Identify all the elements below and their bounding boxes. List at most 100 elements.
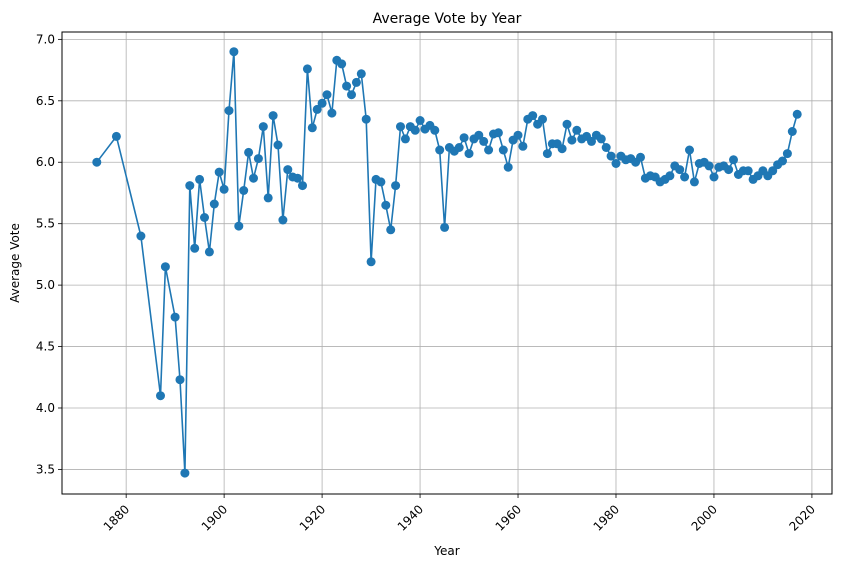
y-tick-label: 5.0: [36, 278, 55, 292]
data-point: [410, 125, 420, 135]
data-point: [792, 109, 802, 119]
data-point: [200, 213, 209, 222]
data-point: [493, 128, 503, 138]
data-point: [665, 171, 675, 181]
data-point: [689, 177, 699, 187]
data-point: [611, 159, 621, 168]
data-point: [317, 98, 327, 108]
data-point: [528, 111, 538, 121]
data-point: [484, 145, 494, 155]
data-point: [743, 166, 753, 176]
data-point: [175, 375, 185, 385]
series-line-group: [96, 51, 798, 474]
data-point: [680, 172, 690, 182]
data-point: [768, 166, 778, 176]
data-point: [160, 262, 170, 272]
data-point: [268, 111, 278, 121]
data-point: [542, 149, 552, 159]
grid: [62, 32, 832, 494]
data-point: [391, 181, 401, 191]
data-point: [244, 147, 254, 157]
x-tick-label: 2020: [787, 502, 818, 533]
x-axis-label: Year: [433, 544, 459, 558]
data-point: [327, 108, 337, 118]
data-point: [704, 161, 714, 171]
data-point: [263, 193, 273, 203]
data-point: [185, 181, 195, 191]
data-point: [361, 114, 371, 124]
data-point: [606, 151, 616, 161]
x-tick-label: 1980: [591, 502, 622, 533]
data-point: [778, 156, 787, 166]
y-axis: 3.5 4.0 4.5 5.0 5.5 6.0 6.5 7.0: [36, 32, 62, 476]
y-tick-label: 5.5: [36, 217, 55, 231]
data-point: [459, 133, 469, 143]
data-point: [156, 391, 165, 401]
data-point: [596, 134, 606, 144]
data-point: [356, 69, 366, 79]
data-point: [572, 125, 582, 135]
data-point: [204, 247, 214, 257]
data-point: [381, 200, 391, 210]
data-point: [396, 122, 405, 132]
data-point: [479, 136, 489, 146]
data-point: [136, 231, 146, 241]
data-point: [724, 165, 734, 175]
data-point: [258, 122, 268, 132]
plot-frame: [61, 31, 833, 495]
data-point: [278, 215, 288, 225]
y-tick-label: 4.0: [36, 401, 55, 415]
data-point: [513, 130, 523, 140]
data-point: [195, 174, 205, 184]
data-point: [219, 184, 229, 194]
data-point: [503, 162, 513, 172]
data-point: [239, 186, 249, 195]
data-point: [782, 149, 792, 159]
data-point: [636, 152, 645, 162]
data-point: [180, 468, 190, 478]
y-axis-label: Average Vote: [8, 223, 22, 303]
data-point: [787, 127, 797, 136]
data-point: [111, 131, 121, 141]
data-point: [435, 145, 445, 155]
data-point: [430, 125, 440, 135]
data-point: [498, 145, 508, 155]
data-point: [229, 47, 239, 57]
data-point: [337, 59, 347, 69]
y-tick-label: 3.5: [36, 462, 55, 476]
series-line: [96, 51, 798, 474]
series-points-group: [92, 47, 802, 478]
data-point: [302, 64, 312, 74]
data-point: [562, 119, 572, 129]
data-point: [273, 140, 283, 150]
data-point: [601, 143, 611, 152]
data-point: [538, 114, 547, 124]
chart-title: Average Vote by Year: [373, 11, 522, 27]
data-point: [567, 135, 577, 145]
data-point: [400, 134, 410, 144]
data-point: [342, 81, 352, 91]
data-point: [298, 181, 307, 191]
data-point: [347, 90, 356, 100]
data-point: [234, 221, 244, 231]
data-point: [351, 77, 361, 87]
data-point: [322, 90, 332, 100]
x-axis: 1880 1900 1920 1940 1960 1980 2000 2020: [101, 494, 818, 534]
data-point: [464, 149, 474, 159]
x-tick-label: 1880: [101, 502, 132, 533]
data-point: [190, 243, 200, 253]
data-point: [92, 157, 102, 167]
x-tick-label: 1920: [297, 502, 328, 533]
data-point: [454, 143, 464, 152]
data-point: [224, 106, 234, 116]
x-tick-label: 2000: [689, 502, 720, 533]
data-point: [440, 222, 450, 232]
data-point: [709, 172, 719, 182]
data-point: [249, 173, 258, 183]
data-point: [283, 165, 293, 175]
y-tick-label: 4.5: [36, 340, 55, 354]
data-point: [209, 199, 219, 209]
data-point: [253, 154, 263, 164]
x-tick-label: 1960: [493, 502, 524, 533]
